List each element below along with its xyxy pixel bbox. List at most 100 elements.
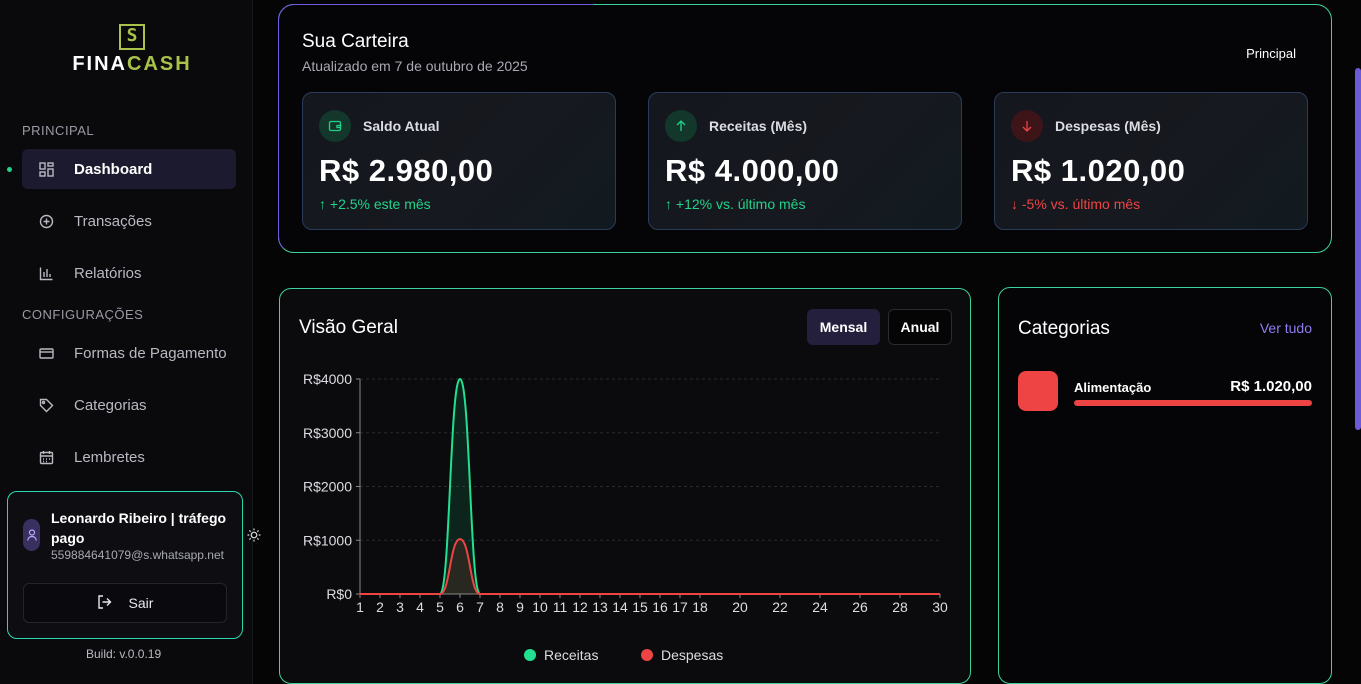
legend-dot bbox=[524, 649, 536, 661]
categories-title: Categorias bbox=[1018, 318, 1110, 339]
user-card: Leonardo Ribeiro | tráfego pago 55988464… bbox=[7, 491, 243, 639]
category-progress bbox=[1074, 400, 1312, 406]
sidebar-item-label: Dashboard bbox=[74, 160, 153, 178]
yearly-toggle-button[interactable]: Anual bbox=[888, 309, 952, 345]
sidebar-item-formas-pagamento[interactable]: Formas de Pagamento bbox=[22, 333, 236, 373]
category-color-swatch bbox=[1018, 371, 1058, 411]
y-tick-label: R$4000 bbox=[303, 371, 352, 387]
x-tick-label: 6 bbox=[456, 599, 464, 615]
logo-text: FINACASH bbox=[72, 53, 192, 75]
sidebar-item-categorias[interactable]: Categorias bbox=[22, 385, 236, 425]
x-tick-label: 5 bbox=[436, 599, 444, 615]
sidebar-item-transacoes[interactable]: Transações bbox=[22, 201, 236, 241]
section-label-main: PRINCIPAL bbox=[22, 123, 95, 138]
wallet-panel: Sua Carteira Atualizado em 7 de outubro … bbox=[278, 4, 1332, 253]
legend-despesas[interactable]: Despesas bbox=[641, 647, 723, 663]
bar-chart-icon bbox=[38, 265, 54, 281]
x-tick-label: 28 bbox=[892, 599, 908, 615]
x-tick-label: 24 bbox=[812, 599, 828, 615]
x-tick-label: 2 bbox=[376, 599, 384, 615]
sidebar-item-label: Formas de Pagamento bbox=[74, 344, 227, 362]
stat-label: Despesas (Mês) bbox=[1055, 118, 1161, 134]
series-line-despesas bbox=[360, 538, 940, 595]
sidebar-item-label: Relatórios bbox=[74, 264, 142, 282]
stat-value: R$ 2.980,00 bbox=[319, 153, 494, 188]
stat-value: R$ 1.020,00 bbox=[1011, 153, 1186, 188]
x-tick-label: 14 bbox=[612, 599, 628, 615]
user-email: 559884641079@s.whatsapp.net bbox=[51, 548, 224, 562]
legend-label: Receitas bbox=[544, 647, 599, 663]
x-tick-label: 30 bbox=[932, 599, 948, 615]
sidebar-item-label: Lembretes bbox=[74, 448, 145, 466]
x-tick-label: 13 bbox=[592, 599, 608, 615]
logout-button[interactable]: Sair bbox=[23, 583, 227, 623]
finacash-logo[interactable]: FINACASH bbox=[72, 24, 192, 76]
see-all-link[interactable]: Ver tudo bbox=[1259, 320, 1312, 336]
layout-grid-icon bbox=[38, 161, 54, 177]
x-tick-label: 7 bbox=[476, 599, 484, 615]
section-label-settings: CONFIGURAÇÕES bbox=[22, 307, 144, 322]
tag-icon bbox=[38, 397, 54, 413]
stat-trend: ↑ +12% vs. último mês bbox=[665, 196, 806, 212]
logout-icon bbox=[97, 594, 113, 613]
x-tick-label: 18 bbox=[692, 599, 708, 615]
category-value: R$ 1.020,00 bbox=[1230, 378, 1312, 395]
wallet-updated: Atualizado em 7 de outubro de 2025 bbox=[302, 58, 528, 74]
stat-value: R$ 4.000,00 bbox=[665, 153, 840, 188]
calendar-icon bbox=[38, 449, 54, 465]
sidebar-item-relatorios[interactable]: Relatórios bbox=[22, 253, 236, 293]
x-tick-label: 16 bbox=[652, 599, 668, 615]
x-tick-label: 8 bbox=[496, 599, 504, 615]
user-avatar-icon[interactable] bbox=[23, 519, 40, 551]
wallet-icon bbox=[319, 110, 351, 142]
x-tick-label: 22 bbox=[772, 599, 788, 615]
wallet-title: Sua Carteira bbox=[302, 31, 409, 52]
stat-card-despesas: Despesas (Mês) R$ 1.020,00 ↓ -5% vs. últ… bbox=[994, 92, 1308, 230]
category-name: Alimentação bbox=[1074, 380, 1152, 395]
sidebar-item-dashboard[interactable]: Dashboard bbox=[22, 149, 236, 189]
stat-card-receitas: Receitas (Mês) R$ 4.000,00 ↑ +12% vs. úl… bbox=[648, 92, 962, 230]
logo-mark-icon bbox=[119, 24, 145, 50]
x-tick-label: 12 bbox=[572, 599, 588, 615]
monthly-toggle-button[interactable]: Mensal bbox=[807, 309, 880, 345]
y-tick-label: R$1000 bbox=[303, 532, 352, 548]
categories-panel: Categorias Ver tudo Alimentação R$ 1.020… bbox=[998, 287, 1332, 684]
sidebar-item-label: Categorias bbox=[74, 396, 147, 414]
x-tick-label: 17 bbox=[672, 599, 688, 615]
x-tick-label: 4 bbox=[416, 599, 424, 615]
build-version: Build: v.0.0.19 bbox=[86, 647, 162, 661]
arrow-up-icon bbox=[665, 110, 697, 142]
logout-label: Sair bbox=[128, 595, 154, 611]
stat-trend: ↑ +2.5% este mês bbox=[319, 196, 431, 212]
wallet-selector[interactable]: Principal bbox=[1246, 46, 1296, 61]
stat-trend: ↓ -5% vs. último mês bbox=[1011, 196, 1141, 212]
x-tick-label: 11 bbox=[553, 599, 568, 615]
y-tick-label: R$3000 bbox=[303, 425, 352, 441]
legend-label: Despesas bbox=[661, 647, 724, 663]
active-indicator bbox=[7, 167, 12, 172]
stat-card-saldo: Saldo Atual R$ 2.980,00 ↑ +2.5% este mês bbox=[302, 92, 616, 230]
sidebar: FINACASH PRINCIPAL Dashboard Transações … bbox=[0, 0, 253, 684]
stat-label: Saldo Atual bbox=[363, 118, 440, 134]
x-tick-label: 20 bbox=[732, 599, 748, 615]
sidebar-item-label: Transações bbox=[74, 212, 152, 230]
user-name: Leonardo Ribeiro | tráfego pago bbox=[51, 510, 227, 546]
overview-title: Visão Geral bbox=[299, 317, 398, 338]
y-tick-label: R$2000 bbox=[303, 479, 352, 495]
overview-panel: Visão Geral Mensal Anual R$0 R$1000 R$2000… bbox=[279, 288, 971, 684]
y-tick-label: R$0 bbox=[326, 586, 352, 602]
x-tick-label: 3 bbox=[396, 599, 404, 615]
credit-card-icon bbox=[38, 345, 54, 361]
sidebar-item-lembretes[interactable]: Lembretes bbox=[22, 437, 236, 477]
x-tick-label: 26 bbox=[852, 599, 868, 615]
x-tick-label: 9 bbox=[516, 599, 524, 615]
category-progress-fill bbox=[1074, 400, 1312, 406]
x-tick-label: 15 bbox=[632, 599, 648, 615]
page-scrollbar[interactable] bbox=[1355, 68, 1361, 430]
arrow-down-icon bbox=[1011, 110, 1043, 142]
x-tick-label: 1 bbox=[356, 599, 364, 615]
legend-receitas[interactable]: Receitas bbox=[524, 647, 598, 663]
x-tick-label: 10 bbox=[532, 599, 548, 615]
sun-icon[interactable] bbox=[247, 528, 261, 545]
